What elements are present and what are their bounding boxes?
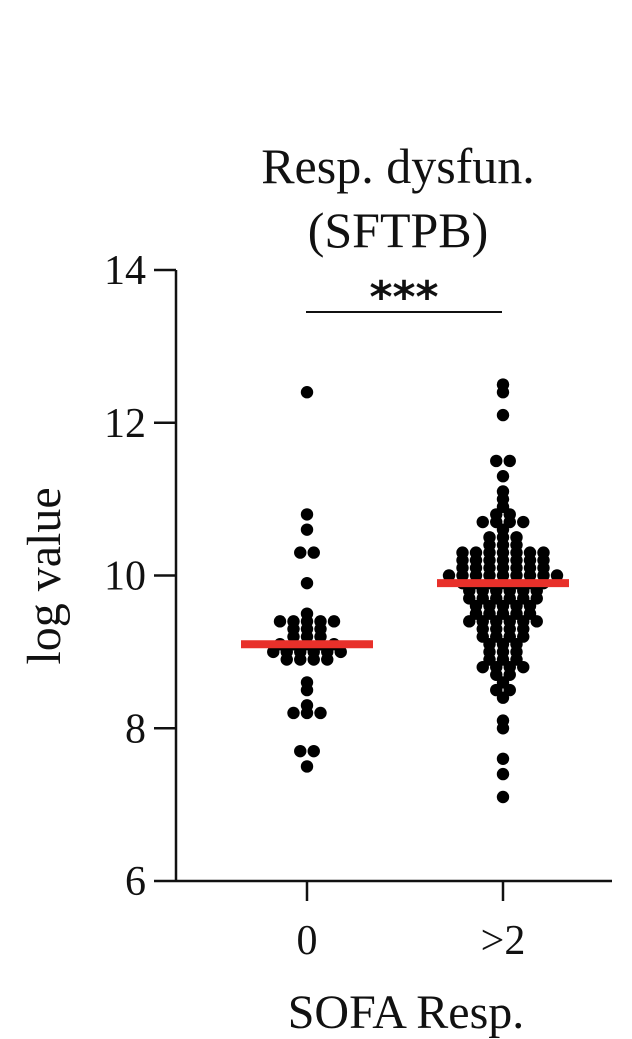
data-point [300, 760, 314, 773]
data-point [273, 615, 287, 628]
chart-title-line-2: (SFTPB) [308, 202, 489, 258]
x-axis-title: SOFA Resp. [288, 986, 525, 1039]
data-point [496, 470, 510, 483]
data-point [550, 569, 564, 582]
data-point [307, 744, 320, 758]
data-point [287, 706, 300, 720]
y-axis-title: log value [18, 487, 71, 664]
data-point [334, 645, 347, 659]
data-point [490, 454, 503, 468]
y-tick-label: 14 [104, 248, 146, 294]
data-point [300, 576, 314, 590]
x-tick-label: 0 [297, 918, 318, 964]
data-point [300, 508, 314, 521]
data-point [530, 615, 543, 628]
data-point [463, 615, 476, 628]
data-point [496, 767, 510, 781]
data-point [496, 790, 510, 804]
chart-title-line-1: Resp. dysfun. [261, 138, 535, 194]
data-point [300, 386, 314, 399]
data-point [327, 615, 341, 628]
data-point [280, 653, 293, 666]
data-point [307, 653, 320, 666]
data-point [300, 683, 314, 697]
y-tick-label: 10 [104, 554, 146, 600]
data-point [442, 569, 456, 582]
y-tick-label: 12 [104, 401, 146, 447]
data-point [496, 386, 510, 399]
y-tick-label: 6 [125, 859, 146, 905]
axes: 6 8 10 12 14 0 >2 [104, 248, 612, 964]
y-tick-label: 8 [125, 706, 146, 752]
data-point [300, 706, 314, 720]
data-point [496, 691, 510, 704]
data-point [307, 546, 320, 559]
data-point [517, 515, 530, 529]
data-point [294, 653, 307, 666]
data-point [476, 515, 489, 529]
data-point [476, 660, 489, 674]
x-tick-label: >2 [481, 918, 526, 964]
data-point [496, 752, 510, 765]
data-point [321, 653, 334, 666]
data-point [496, 722, 510, 735]
data-points [267, 378, 564, 804]
median-lines [241, 579, 569, 649]
data-point [503, 454, 516, 468]
data-point [294, 744, 307, 758]
data-point [267, 645, 280, 659]
data-point [496, 408, 510, 422]
data-point [300, 523, 314, 536]
data-point [314, 706, 327, 720]
data-point [294, 546, 307, 559]
data-point [517, 660, 530, 674]
significance-label: *** [369, 272, 438, 323]
